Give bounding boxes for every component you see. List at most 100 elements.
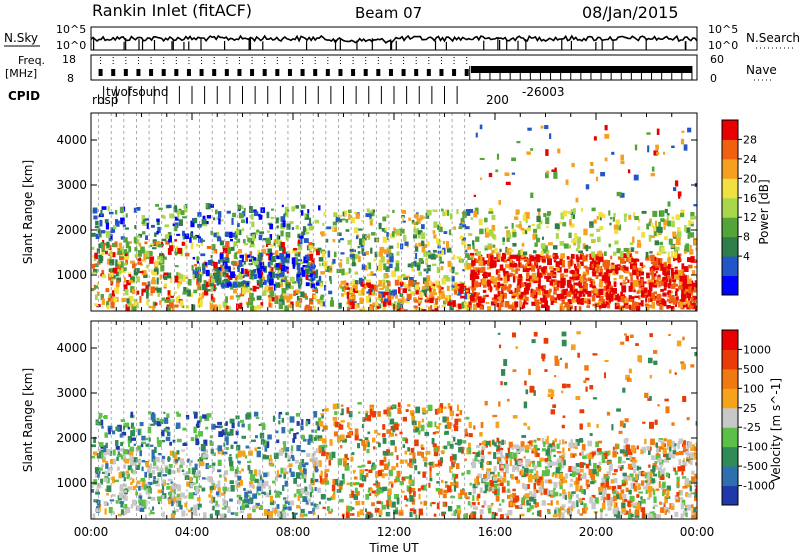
echo-cell — [296, 445, 302, 452]
echo-cell — [278, 262, 283, 266]
echo-cell — [387, 461, 390, 467]
echo-cell — [423, 243, 428, 248]
echo-cell — [487, 306, 491, 311]
echo-cell — [620, 295, 625, 303]
echo-cell — [174, 461, 178, 465]
echo-cell — [369, 408, 373, 416]
echo-cell — [212, 466, 215, 472]
echo-cell — [415, 288, 419, 295]
echo-cell — [226, 210, 231, 214]
echo-cell — [456, 505, 461, 509]
echo-cell — [391, 302, 396, 307]
echo-cell — [104, 508, 107, 515]
echo-cell — [408, 479, 413, 485]
freq-label: Freq. — [18, 54, 45, 67]
echo-cell — [553, 171, 558, 179]
echo-cell — [163, 417, 169, 424]
echo-cell — [212, 217, 216, 221]
echo-cell — [620, 291, 624, 296]
echo-cell — [447, 296, 451, 304]
echo-cell — [368, 210, 372, 214]
echo-cell — [603, 484, 606, 491]
echo-cell — [522, 230, 525, 235]
echo-cell — [628, 512, 633, 519]
echo-cell — [104, 242, 108, 246]
echo-cell — [487, 504, 492, 511]
echo-cell — [331, 484, 336, 492]
echo-cell — [541, 236, 545, 240]
nave-label: Nave — [746, 63, 777, 77]
echo-cell — [244, 268, 248, 275]
echo-cell — [427, 421, 433, 428]
echo-cell — [261, 267, 266, 272]
echo-cell — [568, 497, 572, 504]
echo-cell — [439, 403, 444, 409]
echo-cell — [238, 482, 241, 486]
echo-cell — [235, 484, 238, 491]
echo-cell — [103, 501, 108, 506]
echo-cell — [681, 293, 686, 300]
echo-cell — [167, 456, 170, 463]
echo-cell — [273, 242, 276, 246]
echo-cell — [429, 298, 434, 304]
echo-cell — [350, 217, 355, 224]
nave-tick-top: 60 — [710, 53, 724, 66]
cpid-text-d: 200 — [486, 93, 509, 107]
echo-cell — [153, 241, 156, 245]
echo-cell — [322, 301, 326, 307]
echo-cell — [241, 435, 246, 439]
echo-cell — [573, 282, 578, 286]
echo-cell — [249, 243, 255, 248]
freq-mark — [275, 69, 280, 76]
echo-cell — [359, 469, 364, 474]
echo-cell — [633, 468, 637, 474]
echo-cell — [437, 296, 441, 301]
echo-cell — [229, 454, 232, 457]
echo-cell — [284, 480, 289, 487]
echo-cell — [268, 297, 271, 304]
echo-cell — [429, 286, 432, 293]
echo-cell — [530, 493, 535, 501]
echo-cell — [123, 489, 128, 493]
echo-cell — [251, 506, 255, 509]
echo-cell — [641, 210, 647, 214]
echo-cell — [484, 481, 489, 488]
echo-cell — [383, 228, 387, 233]
echo-cell — [281, 427, 286, 434]
echo-cell — [508, 290, 513, 294]
echo-cell — [137, 250, 142, 257]
echo-cell — [568, 262, 571, 269]
echo-cell — [264, 480, 269, 487]
echo-cell — [687, 442, 691, 446]
echo-cell — [660, 507, 665, 513]
echo-cell — [130, 481, 133, 485]
echo-cell — [409, 465, 413, 468]
echo-cell — [389, 452, 393, 456]
echo-cell — [351, 452, 355, 456]
echo-cell — [658, 438, 663, 441]
echo-cell — [93, 451, 98, 456]
echo-cell — [367, 441, 370, 448]
echo-cell — [218, 304, 222, 311]
echo-cell — [484, 260, 490, 265]
echo-cell — [450, 495, 456, 499]
echo-cell — [607, 289, 611, 292]
echo-cell — [94, 303, 99, 307]
echo-cell — [402, 288, 407, 294]
echo-cell — [265, 237, 271, 245]
echo-cell — [462, 286, 466, 289]
echo-cell — [125, 506, 131, 513]
echo-cell — [125, 213, 128, 218]
echo-cell — [237, 475, 242, 481]
echo-cell — [340, 280, 345, 285]
echo-cell — [318, 205, 321, 211]
echo-cell — [222, 486, 228, 492]
echo-cell — [150, 413, 156, 421]
echo-cell — [136, 276, 141, 283]
echo-cell — [123, 237, 128, 243]
echo-cell — [128, 245, 132, 253]
echo-cell — [216, 236, 221, 242]
echo-cell — [297, 239, 303, 244]
echo-cell — [229, 428, 234, 436]
